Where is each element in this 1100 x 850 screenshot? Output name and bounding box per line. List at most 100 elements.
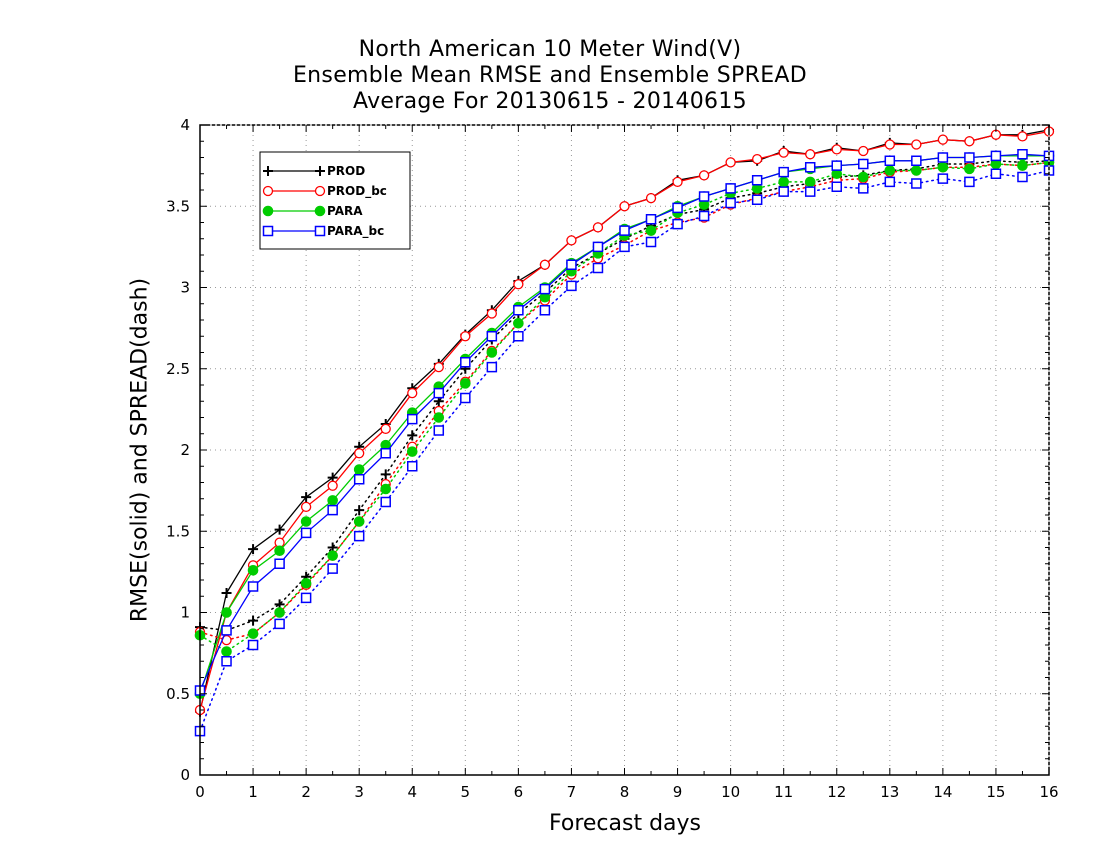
x-tick-label: 1 [248, 783, 258, 801]
rmse-point [407, 387, 418, 399]
rmse-point [884, 139, 895, 150]
x-tick-label: 3 [354, 783, 364, 801]
spread-point [1017, 160, 1028, 171]
legend-marker [262, 205, 274, 217]
y-tick-label: 4 [180, 116, 190, 134]
spread-point [911, 165, 922, 176]
rmse-point [539, 259, 551, 270]
y-tick-label: 0.5 [166, 685, 190, 703]
x-tick-label: 7 [567, 783, 577, 801]
rmse-point [1017, 131, 1028, 142]
rmse-point [937, 152, 949, 163]
rmse-point [858, 145, 869, 157]
spread-point [804, 186, 816, 197]
legend-marker [314, 185, 326, 197]
rmse-point [460, 357, 471, 368]
spread-point [380, 469, 391, 480]
spread-point [248, 615, 259, 626]
x-tick-label: 5 [461, 783, 471, 801]
spread-point [380, 483, 392, 495]
spread-point [964, 176, 975, 188]
spread-point [911, 178, 922, 189]
x-tick-label: 8 [620, 783, 630, 801]
spread-point [327, 550, 338, 561]
rmse-point [751, 175, 763, 186]
rmse-point [964, 152, 975, 163]
rmse-point [460, 331, 471, 342]
rmse-point [300, 516, 312, 527]
x-axis-title: Forecast days [548, 811, 701, 836]
x-tick-label: 13 [880, 783, 899, 801]
legend-label: PARA [327, 204, 363, 218]
spread-point [566, 280, 577, 292]
spread-point [672, 218, 683, 230]
spread-point [858, 183, 869, 194]
spread-point [460, 378, 471, 389]
rmse-point [698, 170, 710, 181]
rmse-point [698, 191, 710, 202]
spread-point [380, 496, 391, 508]
spread-point [619, 241, 630, 253]
rmse-point [592, 241, 604, 253]
rmse-point [300, 501, 312, 513]
spread-line [199, 169, 1050, 732]
chart-title-line-2: Ensemble Mean RMSE and Ensemble SPREAD [292, 63, 807, 88]
spread-point [327, 563, 338, 574]
rmse-point [592, 222, 604, 233]
rmse-point [752, 153, 763, 165]
y-axis-title: RMSE(solid) and SPREAD(dash) [127, 277, 153, 623]
spread-point [937, 161, 949, 173]
rmse-point [407, 413, 418, 425]
spread-point [937, 173, 949, 184]
x-tick-label: 14 [933, 783, 952, 801]
rmse-point [645, 192, 657, 204]
spread-point [804, 176, 816, 188]
rmse-point [327, 480, 338, 491]
rmse-point [645, 214, 657, 225]
series-layer [194, 124, 1055, 737]
spread-point [300, 577, 312, 589]
rmse-point [380, 448, 391, 459]
legend-entry-prod-bc: PROD_bc [262, 184, 387, 199]
y-tick-label: 0 [180, 766, 190, 784]
spread-point [274, 607, 285, 618]
spread-point [247, 639, 259, 651]
spread-point [300, 592, 312, 604]
rmse-point [327, 504, 338, 516]
rmse-point [274, 545, 285, 557]
rmse-point [274, 558, 285, 569]
spread-point [486, 361, 498, 373]
legend-marker [262, 225, 274, 237]
rmse-point [380, 423, 391, 435]
x-tick-label: 12 [827, 783, 846, 801]
rmse-point [964, 136, 975, 147]
x-tick-label: 10 [721, 783, 740, 801]
legend-entry-prod: PROD [263, 164, 365, 178]
rmse-point [884, 155, 896, 166]
rmse-point [327, 495, 338, 506]
spread-point [857, 171, 869, 183]
spread-point [247, 628, 259, 639]
rmse-point [513, 305, 524, 316]
x-tick-label: 16 [1039, 783, 1058, 801]
x-tick-label: 0 [195, 783, 205, 801]
rmse-point [300, 527, 312, 539]
spread-point [513, 317, 524, 329]
x-tick-label: 2 [301, 783, 311, 801]
rmse-point [725, 157, 736, 168]
spread-point [831, 181, 842, 192]
spread-point [884, 176, 896, 188]
rmse-point [1017, 149, 1028, 160]
spread-point [274, 618, 285, 630]
rmse-point [725, 183, 736, 194]
rmse-point [301, 492, 312, 503]
spread-point [353, 530, 365, 542]
spread-point [751, 194, 763, 205]
legend-marker [263, 166, 273, 176]
rmse-point [539, 283, 551, 295]
rmse-point [433, 387, 445, 399]
spread-point [221, 656, 232, 667]
rmse-point [513, 279, 524, 290]
spread-point [645, 236, 657, 248]
